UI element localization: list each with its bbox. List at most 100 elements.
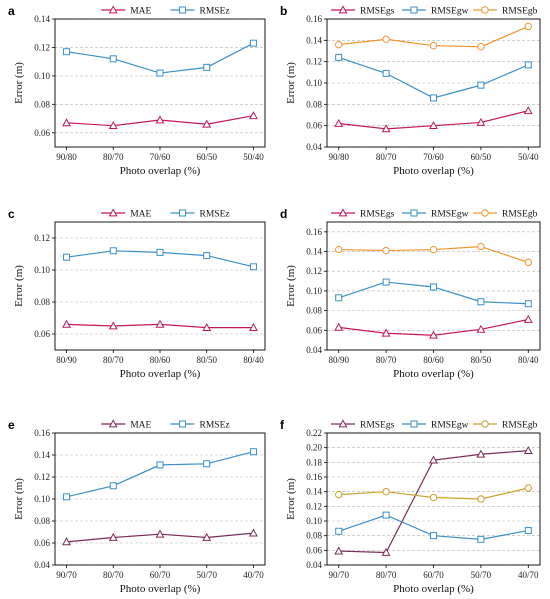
- data-point: [109, 247, 117, 255]
- y-axis-label: Error (m): [285, 62, 297, 104]
- y-tick-label: 0.08: [306, 306, 322, 316]
- legend-entry: RMSEgb: [473, 209, 538, 219]
- series-rmsegb: [335, 22, 532, 51]
- panel-a: 0.06 0.08 0.10 0.12 0.14 90/80 80/70 70/60 60/50…: [8, 4, 266, 177]
- data-point: [63, 48, 71, 56]
- x-tick-label: 50/70: [196, 570, 217, 580]
- y-tick-label: 0.12: [34, 42, 50, 52]
- x-tick-label: 80/60: [150, 355, 171, 365]
- data-point: [108, 321, 118, 330]
- y-tick-label: 0.14: [306, 247, 322, 257]
- x-tick-label: 80/90: [56, 355, 77, 365]
- x-tick-label: 70/60: [150, 152, 171, 162]
- y-tick-label: 0.16: [306, 472, 322, 482]
- x-tick-label: 90/80: [328, 152, 349, 162]
- panel-label: b: [280, 4, 287, 18]
- data-point: [477, 81, 485, 89]
- y-tick-label: 0.20: [306, 443, 322, 453]
- data-point: [429, 41, 438, 50]
- legend-marker: [179, 6, 186, 14]
- legend-marker: [179, 420, 186, 428]
- x-tick-label: 70/60: [423, 152, 444, 162]
- panel-label: d: [280, 207, 287, 221]
- panel-e: 0.04 0.06 0.08 0.10 0.12 0.14 0.16 90/70 80/70 60…: [8, 418, 266, 595]
- x-tick-label: 60/50: [196, 152, 217, 162]
- legend-label: RMSEz: [200, 209, 230, 219]
- legend-label: MAE: [130, 6, 151, 16]
- x-tick-label: 80/70: [376, 570, 397, 580]
- series-rmsegs: [334, 314, 533, 339]
- data-point: [430, 532, 437, 540]
- legend-label: MAE: [130, 209, 151, 219]
- legend-marker: [481, 420, 489, 428]
- panel-d: 0.04 0.06 0.08 0.10 0.12 0.14 0.16 80/90 80/70 80…: [280, 207, 541, 380]
- data-point: [203, 63, 211, 71]
- data-point: [202, 532, 212, 541]
- y-tick-label: 0.10: [34, 71, 50, 81]
- y-tick-label: 0.06: [34, 128, 50, 138]
- x-tick-label: 80/40: [518, 355, 539, 365]
- data-point: [335, 294, 343, 302]
- x-tick-label: 80/70: [376, 152, 397, 162]
- legend-marker: [108, 5, 118, 14]
- series-mae: [62, 111, 258, 130]
- data-point: [381, 124, 391, 133]
- data-point: [382, 69, 390, 77]
- plot-frame: [54, 18, 266, 148]
- data-point: [334, 322, 344, 331]
- data-point: [524, 527, 532, 535]
- data-point: [155, 529, 165, 538]
- data-point: [155, 319, 165, 328]
- legend-entry: RMSEz: [170, 209, 230, 219]
- data-point: [249, 528, 258, 537]
- legend-label: RMSEgw: [431, 420, 469, 430]
- series-rmsegw: [335, 53, 532, 102]
- y-tick-label: 0.06: [34, 538, 50, 548]
- x-tick-label: 80/60: [423, 355, 444, 365]
- data-point: [430, 283, 437, 291]
- data-point: [523, 445, 533, 454]
- y-tick-label: 0.16: [306, 14, 322, 24]
- y-tick-label: 0.10: [34, 265, 50, 275]
- series-line: [338, 56, 529, 99]
- legend-label: RMSEgw: [431, 6, 469, 16]
- legend-entry: RMSEz: [170, 420, 230, 430]
- legend-label: RMSEgb: [502, 6, 538, 16]
- data-point: [109, 55, 117, 63]
- legend-entry: MAE: [101, 419, 152, 430]
- legend-marker: [410, 420, 418, 428]
- data-point: [249, 39, 257, 47]
- data-point: [430, 94, 437, 102]
- data-point: [335, 245, 343, 254]
- legend-label: RMSEgb: [502, 420, 538, 430]
- x-axis-label: Photo overlap (%): [120, 165, 201, 177]
- panel-label: e: [8, 418, 15, 432]
- legend-marker: [108, 208, 118, 217]
- panel-b: 0.04 0.06 0.08 0.10 0.12 0.14 0.16 90/80 80/70 70…: [280, 4, 541, 177]
- panel-f: 0.04 0.06 0.08 0.10 0.12 0.14 0.16 0.18 0.20 0.22…: [280, 418, 541, 595]
- x-tick-label: 80/70: [103, 355, 124, 365]
- data-point: [523, 106, 533, 115]
- data-point: [382, 487, 390, 496]
- series-rmsegw: [335, 511, 532, 543]
- series-rmsez: [63, 448, 257, 501]
- y-tick-label: 0.10: [306, 286, 322, 296]
- data-point: [202, 322, 212, 331]
- x-tick-label: 90/70: [328, 570, 349, 580]
- legend-entry: RMSEgb: [473, 420, 538, 430]
- x-tick-label: 80/70: [103, 152, 124, 162]
- data-point: [249, 111, 258, 120]
- data-point: [156, 461, 164, 469]
- x-axis-label: Photo overlap (%): [120, 583, 201, 595]
- legend-label: RMSEgb: [502, 209, 538, 219]
- y-tick-label: 0.08: [306, 531, 322, 541]
- data-point: [62, 537, 71, 546]
- data-point: [524, 300, 532, 308]
- series-rmsez: [63, 247, 257, 271]
- panel-label: a: [8, 4, 15, 18]
- y-tick-label: 0.08: [34, 99, 50, 109]
- y-tick-label: 0.06: [306, 545, 322, 555]
- x-axis-label: Photo overlap (%): [393, 583, 474, 595]
- y-tick-label: 0.04: [306, 142, 322, 152]
- x-axis-label: Photo overlap (%): [393, 368, 474, 380]
